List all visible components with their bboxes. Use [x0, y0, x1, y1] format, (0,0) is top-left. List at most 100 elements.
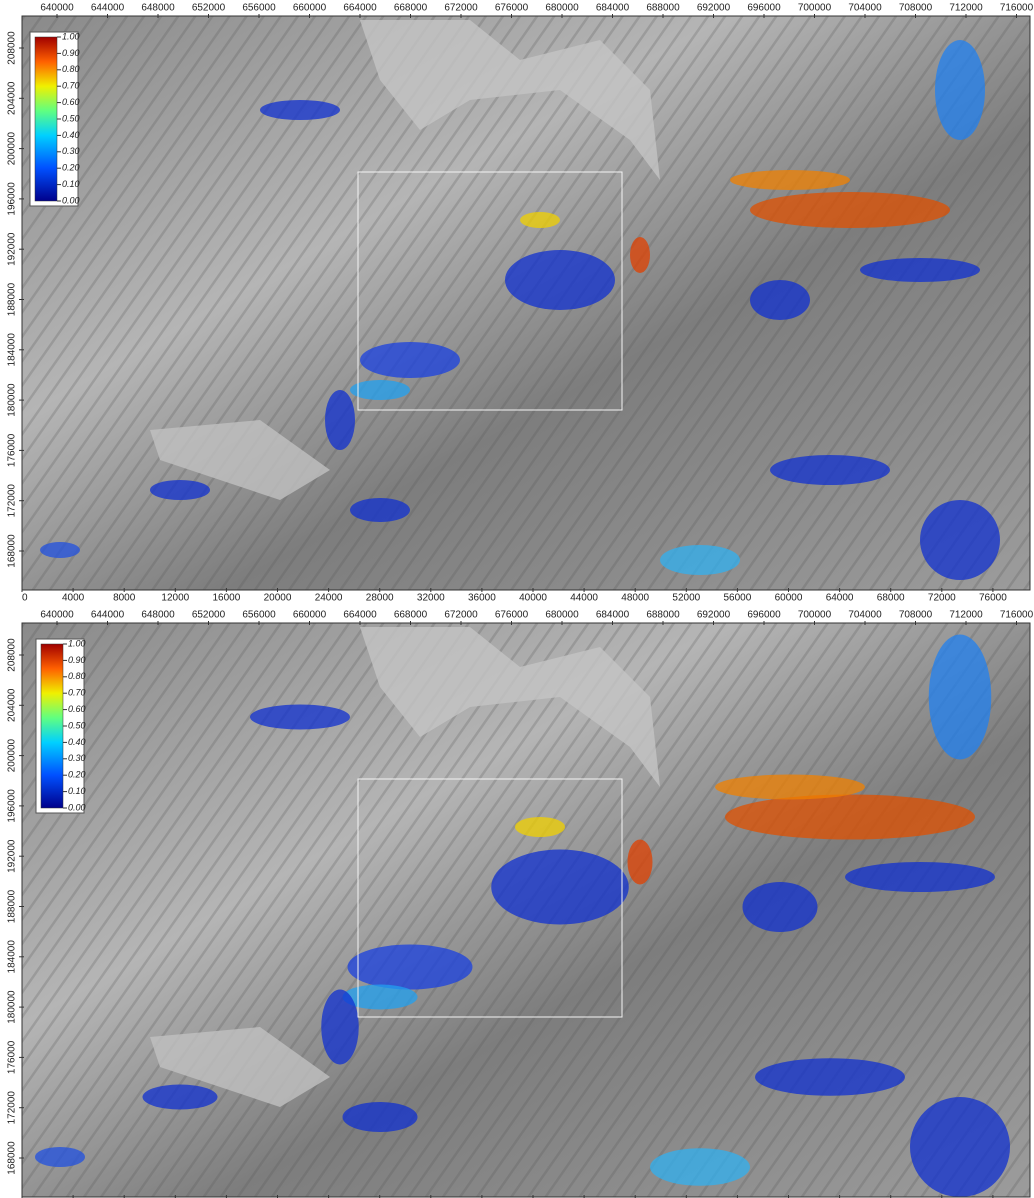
x-top-label: 708000: [899, 610, 933, 621]
legend-label: 0.40: [62, 130, 80, 140]
probability-patch: [910, 1097, 1010, 1197]
x-top-label: 648000: [141, 610, 175, 621]
x-top-label: 712000: [949, 3, 983, 14]
probability-patch: [491, 850, 629, 925]
probability-patch: [715, 775, 865, 800]
y-left-label: 172000: [7, 1091, 18, 1125]
probability-patch: [750, 280, 810, 320]
y-left-label: 180000: [7, 383, 18, 417]
legend-label: 0.60: [62, 97, 80, 107]
x-bottom-label: 36000: [468, 593, 496, 604]
x-top-label: 680000: [545, 610, 579, 621]
x-bottom-label: 12000: [161, 593, 189, 604]
legend-label: 0.90: [68, 655, 86, 665]
probability-patch: [929, 635, 992, 760]
x-bottom-label: 20000: [264, 593, 292, 604]
probability-patch: [628, 840, 653, 885]
y-left-label: 204000: [7, 81, 18, 115]
probability-patch: [660, 545, 740, 575]
x-top-label: 656000: [242, 610, 276, 621]
probability-patch: [755, 1058, 905, 1096]
legend-label: 0.10: [62, 179, 80, 189]
legend-label: 0.00: [62, 195, 80, 205]
legend: 1.000.900.800.700.600.500.400.300.200.10…: [30, 31, 80, 206]
probability-patch: [770, 455, 890, 485]
x-top-label: 652000: [192, 610, 226, 621]
x-bottom-label: 76000: [979, 593, 1007, 604]
probability-patch: [650, 1148, 750, 1186]
x-top-label: 708000: [899, 3, 933, 14]
x-top-label: 664000: [343, 3, 377, 14]
legend-label: 0.30: [62, 146, 80, 156]
y-left-label: 192000: [7, 839, 18, 873]
x-top-label: 712000: [949, 610, 983, 621]
x-top-label: 644000: [91, 3, 125, 14]
x-top-label: 692000: [697, 3, 731, 14]
x-bottom-label: 60000: [775, 593, 803, 604]
x-bottom-label: 0: [22, 593, 28, 604]
y-left-label: 176000: [7, 1040, 18, 1074]
map-panel: 6400006440006480006520006560006600006640…: [7, 3, 1034, 604]
y-left-label: 196000: [7, 182, 18, 216]
y-left-label: 168000: [7, 1141, 18, 1175]
x-top-label: 652000: [192, 3, 226, 14]
x-top-label: 716000: [1000, 3, 1034, 14]
legend-label: 0.00: [68, 802, 86, 812]
x-bottom-label: 8000: [113, 593, 136, 604]
legend-label: 0.40: [68, 737, 86, 747]
x-bottom-label: 4000: [62, 593, 85, 604]
legend-label: 0.70: [62, 81, 80, 91]
x-top-label: 680000: [545, 3, 579, 14]
x-bottom-label: 64000: [826, 593, 854, 604]
x-top-label: 684000: [596, 610, 630, 621]
x-top-label: 684000: [596, 3, 630, 14]
x-bottom-label: 16000: [212, 593, 240, 604]
x-top-label: 704000: [848, 610, 882, 621]
legend-label: 0.10: [68, 786, 86, 796]
x-bottom-label: 40000: [519, 593, 547, 604]
probability-patch: [260, 100, 340, 120]
y-left-label: 208000: [7, 31, 18, 65]
legend-label: 0.80: [62, 64, 80, 74]
x-top-label: 692000: [697, 610, 731, 621]
x-bottom-label: 32000: [417, 593, 445, 604]
legend-label: 0.80: [68, 671, 86, 681]
probability-patch: [348, 945, 473, 990]
legend-label: 0.70: [68, 688, 86, 698]
page: {"panels": [ {"x_top": [640000, 644000, …: [0, 0, 1034, 1198]
x-bottom-label: 56000: [723, 593, 751, 604]
probability-patch: [730, 170, 850, 190]
probability-patch: [750, 192, 950, 228]
probability-patch: [360, 342, 460, 378]
x-top-label: 696000: [747, 3, 781, 14]
probability-patch: [920, 500, 1000, 580]
probability-patch: [845, 862, 995, 892]
probability-patch: [520, 212, 560, 228]
legend-label: 0.60: [68, 704, 86, 714]
x-bottom-label: 48000: [621, 593, 649, 604]
x-top-label: 668000: [394, 3, 428, 14]
legend-label: 0.20: [62, 163, 80, 173]
legend-label: 0.30: [68, 753, 86, 763]
legend-label: 1.00: [68, 638, 86, 648]
y-left-label: 184000: [7, 940, 18, 974]
legend-label: 0.90: [62, 48, 80, 58]
legend-label: 0.20: [68, 770, 86, 780]
x-top-label: 668000: [394, 610, 428, 621]
legend: 1.000.900.800.700.600.500.400.300.200.10…: [36, 638, 86, 813]
y-left-label: 200000: [7, 738, 18, 772]
x-top-label: 704000: [848, 3, 882, 14]
x-top-label: 676000: [495, 3, 529, 14]
x-top-label: 660000: [293, 610, 327, 621]
legend-label: 1.00: [62, 31, 80, 41]
y-left-label: 200000: [7, 131, 18, 165]
y-left-label: 208000: [7, 638, 18, 672]
probability-patch: [860, 258, 980, 282]
probability-patch: [35, 1147, 85, 1167]
x-top-label: 696000: [747, 610, 781, 621]
map-figure: 6400006440006480006520006560006600006640…: [0, 0, 1034, 1198]
probability-patch: [725, 795, 975, 840]
probability-patch: [40, 542, 80, 558]
x-top-label: 716000: [1000, 610, 1034, 621]
x-top-label: 644000: [91, 610, 125, 621]
